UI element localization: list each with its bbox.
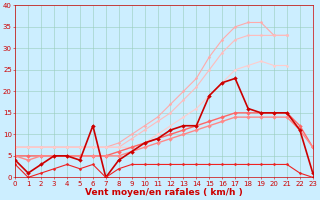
X-axis label: Vent moyen/en rafales ( km/h ): Vent moyen/en rafales ( km/h ) [85, 188, 243, 197]
